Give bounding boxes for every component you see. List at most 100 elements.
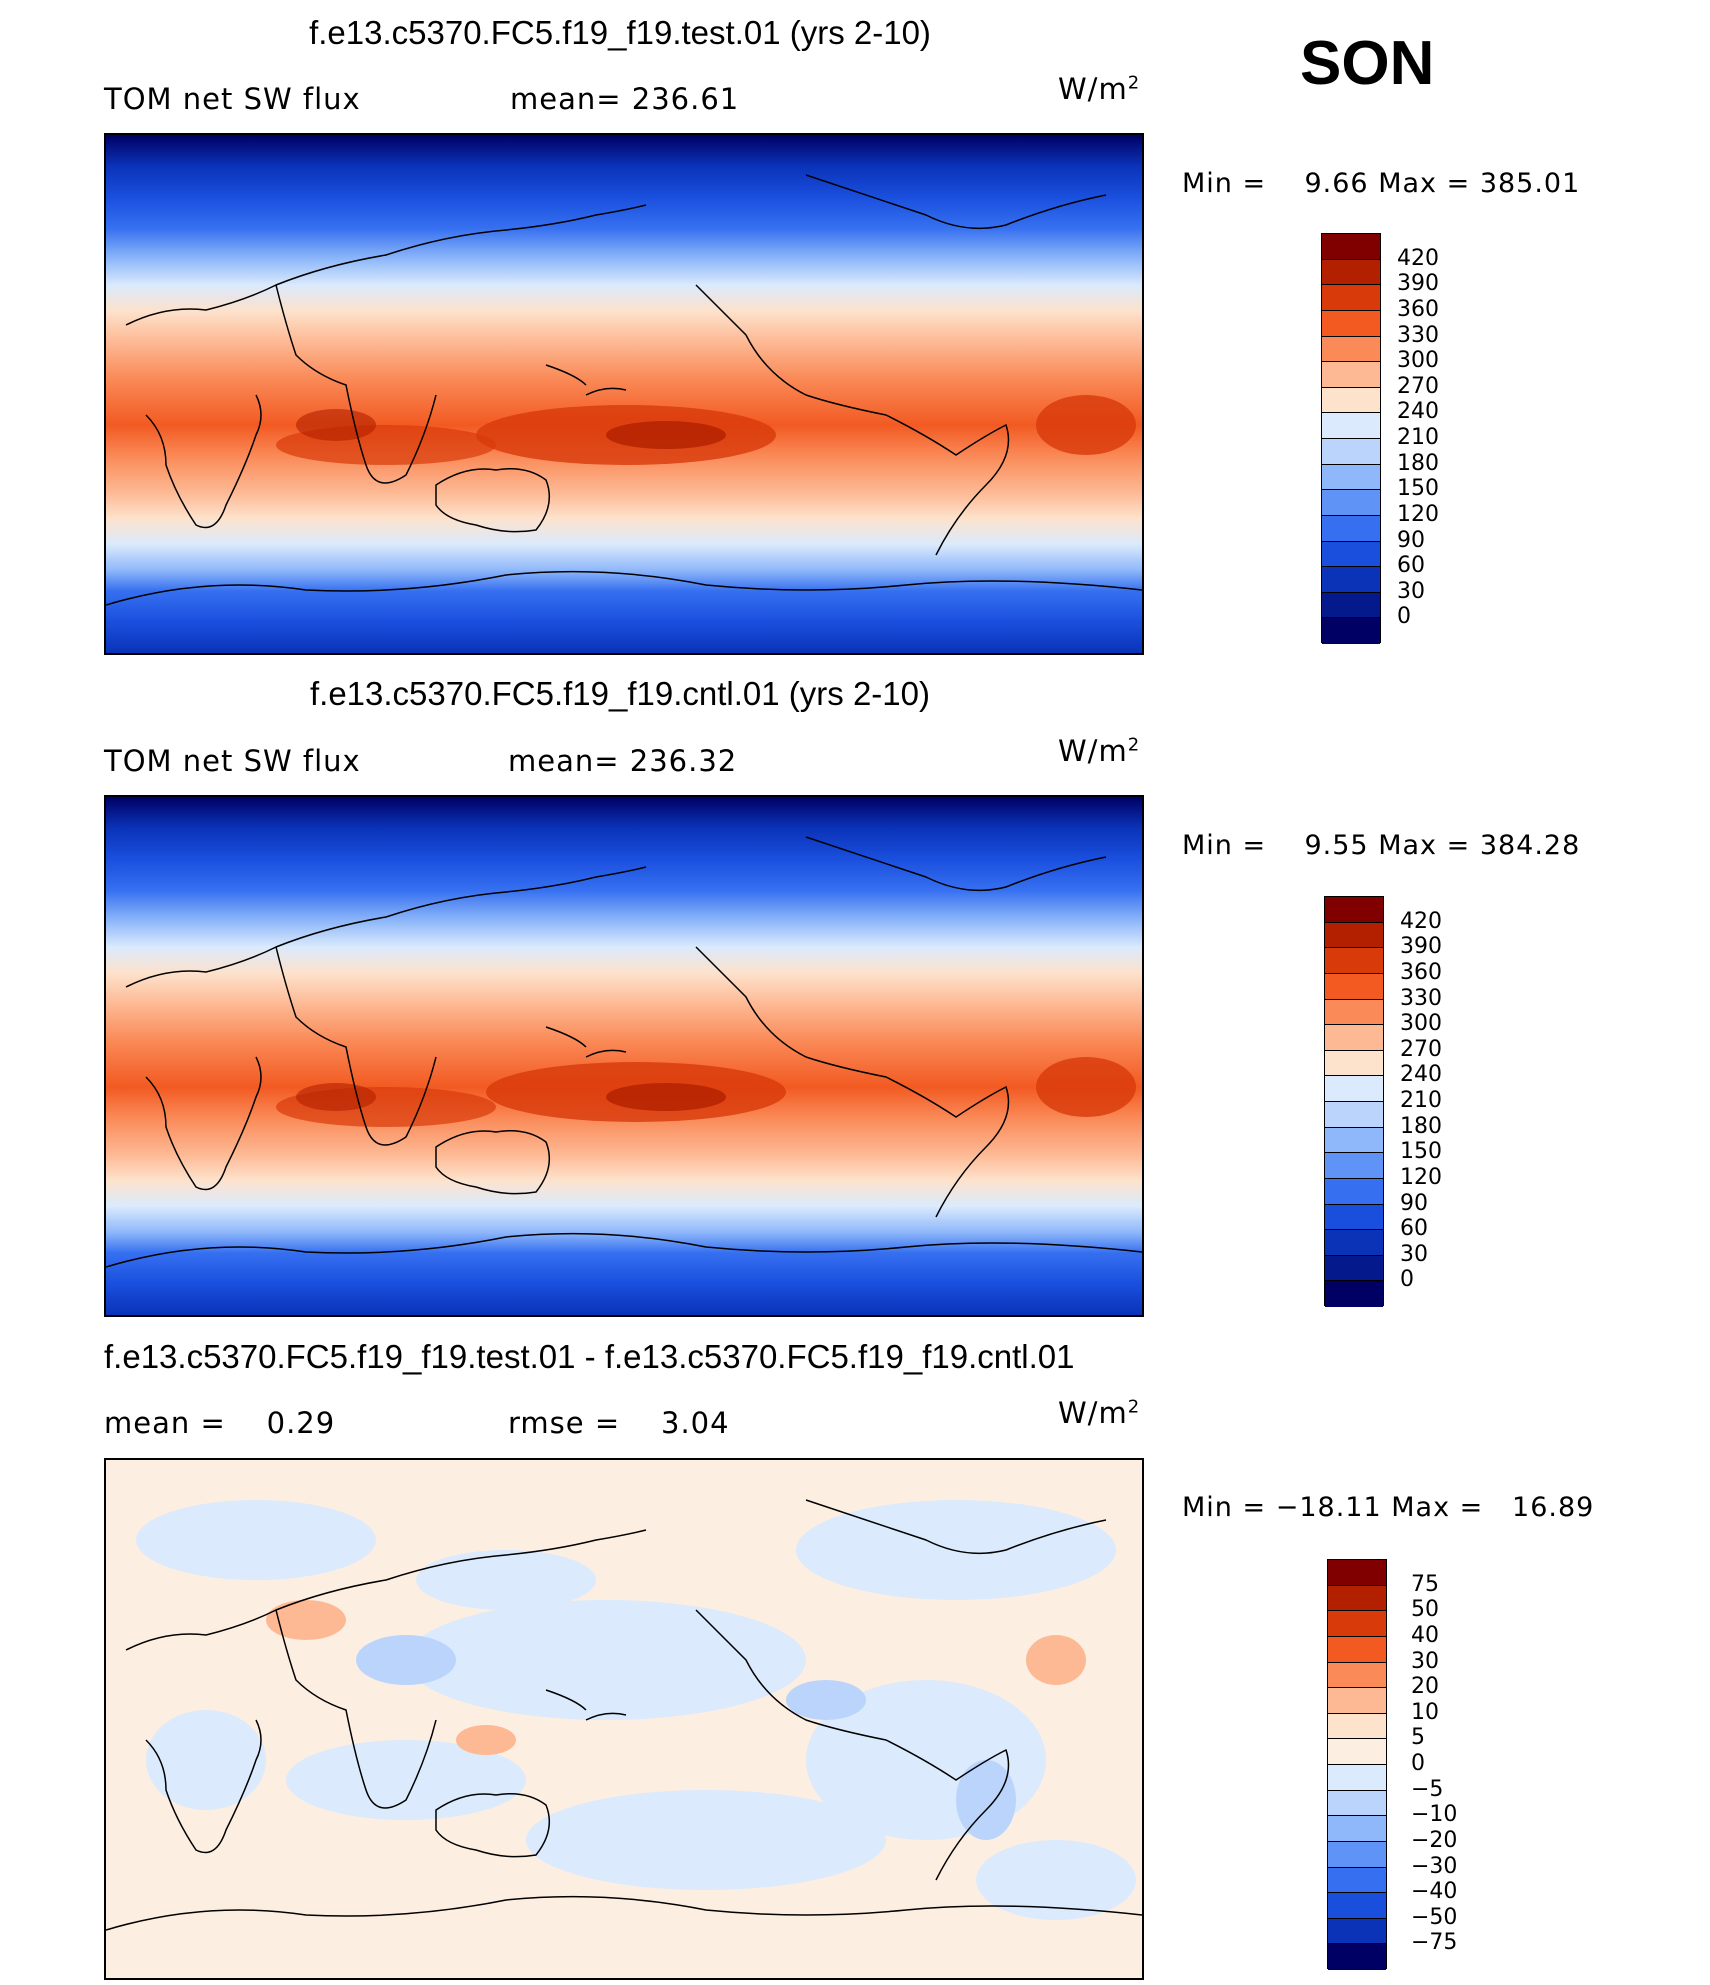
colorbar-swatch: [1322, 310, 1380, 337]
colorbar-tick-label: 420: [1397, 245, 1439, 271]
panel-1-mean: mean= 236.61: [510, 82, 740, 116]
colorbar-swatch: [1328, 1944, 1386, 1970]
colorbar-swatch: [1325, 1153, 1383, 1179]
colorbar-swatch: [1328, 1739, 1386, 1765]
panel-2-variable: TOM net SW flux: [104, 744, 361, 778]
colorbar-swatch: [1322, 285, 1380, 311]
colorbar-swatch: [1322, 362, 1380, 388]
colorbar-swatch: [1325, 999, 1383, 1026]
colorbar-tick-label: −10: [1411, 1802, 1458, 1828]
colorbar-swatch: [1328, 1765, 1386, 1791]
panel-2-mean: mean= 236.32: [508, 744, 738, 778]
colorbar-tick-label: −50: [1411, 1904, 1458, 1930]
colorbar-swatch: [1325, 1230, 1383, 1256]
colorbar-swatch: [1325, 1178, 1383, 1205]
colorbar-swatch: [1322, 259, 1380, 286]
colorbar-tick-label: 210: [1397, 425, 1439, 450]
colorbar-tick-label: 150: [1400, 1139, 1442, 1165]
colorbar-tick-label: 360: [1397, 296, 1439, 322]
colorbar-swatch: [1328, 1662, 1386, 1689]
colorbar-swatch: [1328, 1841, 1386, 1868]
colorbar-tick-label: 50: [1411, 1597, 1439, 1623]
colorbar-tick-label: 300: [1400, 1011, 1442, 1037]
colorbar-tick-label: 240: [1400, 1062, 1442, 1088]
colorbar-swatch: [1322, 234, 1380, 260]
colorbar-tick-label: 330: [1397, 322, 1439, 348]
colorbar-tick-label: −20: [1411, 1827, 1458, 1853]
colorbar-swatch: [1328, 1816, 1386, 1842]
colorbar-swatch: [1322, 464, 1380, 491]
panel-2-colorbar: [1324, 896, 1384, 1307]
colorbar-swatch: [1325, 1025, 1383, 1051]
colorbar-swatch: [1325, 897, 1383, 923]
panel-2-units: W/m2: [1058, 734, 1141, 768]
colorbar-tick-label: 390: [1400, 934, 1442, 960]
colorbar-tick-label: 180: [1397, 450, 1439, 476]
colorbar-swatch: [1325, 973, 1383, 1000]
panel-3-title: f.e13.c5370.FC5.f19_f19.test.01 - f.e13.…: [104, 1338, 1075, 1375]
colorbar-tick-label: 360: [1400, 959, 1442, 985]
panel-3-contour-field: [106, 1460, 1142, 1978]
colorbar-tick-label: 0: [1397, 604, 1411, 630]
colorbar-swatch: [1328, 1688, 1386, 1714]
panel-1-variable: TOM net SW flux: [104, 82, 361, 116]
colorbar-tick-label: 30: [1411, 1648, 1439, 1674]
colorbar-swatch: [1328, 1893, 1386, 1919]
colorbar-swatch: [1325, 1204, 1383, 1231]
colorbar-tick-label: 270: [1400, 1036, 1442, 1062]
colorbar-tick-label: 60: [1400, 1216, 1428, 1242]
colorbar-tick-label: 180: [1400, 1113, 1442, 1139]
colorbar-tick-label: 240: [1397, 399, 1439, 425]
panel-3-rmse: rmse = 3.04: [508, 1406, 730, 1440]
colorbar-tick-label: 270: [1397, 373, 1439, 399]
panel-1-title: f.e13.c5370.FC5.f19_f19.test.01 (yrs 2-1…: [309, 14, 931, 51]
colorbar-swatch: [1322, 490, 1380, 516]
season-label: SON: [1300, 29, 1435, 98]
colorbar-tick-label: 30: [1400, 1241, 1428, 1267]
colorbar-tick-label: 5: [1411, 1725, 1425, 1751]
panel-3-minmax: Min = −18.11 Max = 16.89: [1182, 1492, 1595, 1523]
colorbar-swatch: [1322, 387, 1380, 414]
colorbar-tick-label: 210: [1400, 1088, 1442, 1113]
colorbar-tick-label: 300: [1397, 348, 1439, 374]
colorbar-swatch: [1328, 1611, 1386, 1637]
colorbar-swatch: [1325, 1102, 1383, 1128]
colorbar-tick-label: −40: [1411, 1879, 1458, 1905]
colorbar-tick-label: −30: [1411, 1853, 1458, 1879]
colorbar-tick-label: −5: [1411, 1776, 1444, 1802]
colorbar-swatch: [1322, 592, 1380, 619]
panel-3-mean: mean = 0.29: [104, 1406, 336, 1440]
colorbar-tick-label: 90: [1400, 1190, 1428, 1216]
panel-2-map: [104, 795, 1144, 1317]
colorbar-swatch: [1325, 1281, 1383, 1307]
colorbar-swatch: [1328, 1560, 1386, 1586]
panel-1-colorbar: [1321, 233, 1381, 644]
colorbar-swatch: [1325, 1255, 1383, 1282]
colorbar-swatch: [1322, 515, 1380, 542]
colorbar-swatch: [1322, 439, 1380, 465]
colorbar-swatch: [1328, 1867, 1386, 1894]
colorbar-swatch: [1325, 1076, 1383, 1102]
colorbar-swatch: [1322, 567, 1380, 593]
colorbar-swatch: [1322, 541, 1380, 568]
panel-1-units: W/m2: [1058, 72, 1141, 106]
panel-3-units: W/m2: [1058, 1396, 1141, 1430]
colorbar-tick-label: 30: [1397, 578, 1425, 604]
colorbar-tick-label: 0: [1411, 1751, 1425, 1776]
panel-2-minmax: Min = 9.55 Max = 384.28: [1182, 830, 1581, 861]
panel-1-map: [104, 133, 1144, 655]
panel-1-minmax: Min = 9.66 Max = 385.01: [1182, 168, 1581, 199]
colorbar-tick-label: 75: [1411, 1571, 1439, 1597]
colorbar-tick-label: 60: [1397, 553, 1425, 579]
panel-3-map: [104, 1458, 1144, 1980]
colorbar-tick-label: 150: [1397, 476, 1439, 502]
colorbar-tick-label: 40: [1411, 1622, 1439, 1648]
panel-2-contour-field: [106, 797, 1142, 1315]
colorbar-tick-label: −75: [1411, 1930, 1458, 1956]
colorbar-swatch: [1325, 1127, 1383, 1154]
colorbar-tick-label: 0: [1400, 1267, 1414, 1293]
colorbar-swatch: [1328, 1790, 1386, 1817]
colorbar-swatch: [1325, 922, 1383, 949]
colorbar-swatch: [1328, 1918, 1386, 1945]
panel-3-colorbar: [1327, 1559, 1387, 1970]
